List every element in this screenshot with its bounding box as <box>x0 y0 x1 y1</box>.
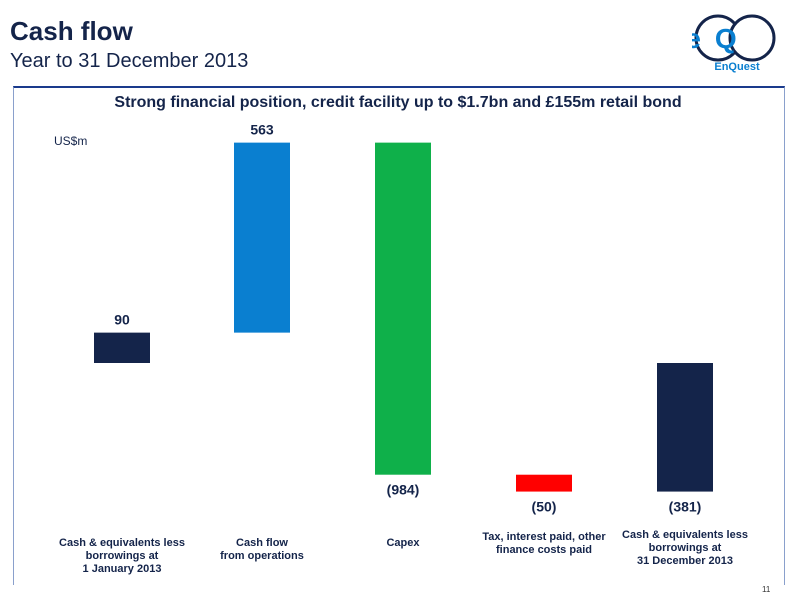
category-label-2: Cash flow from operations <box>220 537 304 562</box>
category-label-5: Cash & equivalents less borrowings at 31 D… <box>622 529 748 567</box>
bar-2 <box>234 142 290 333</box>
data-label-3: (984) <box>387 482 420 498</box>
logo-wordmark: EnQuest <box>714 61 760 73</box>
data-label-4: (50) <box>532 499 557 515</box>
y-axis-unit-label: US$m <box>54 134 88 148</box>
bar-5 <box>657 363 713 492</box>
slide-title: Cash flow <box>10 16 133 46</box>
data-label-2: 563 <box>250 122 274 138</box>
category-label-4: Tax, interest paid, other finance costs p… <box>482 531 606 556</box>
content-frame <box>13 86 785 585</box>
bar-4 <box>516 474 572 492</box>
chart-title: Strong financial position, credit facili… <box>114 94 682 111</box>
bar-1 <box>94 332 150 363</box>
enquest-logo: eQ EnQuest <box>692 14 776 73</box>
page-number: 11 <box>762 585 771 594</box>
logo-monogram-e: eQ <box>692 23 751 54</box>
category-label-3: Capex <box>386 537 420 549</box>
data-label-1: 90 <box>114 312 130 328</box>
category-label-1: Cash & equivalents less borrowings at 1 Ja… <box>59 537 185 575</box>
data-label-5: (381) <box>669 499 702 515</box>
slide-subtitle: Year to 31 December 2013 <box>10 50 249 72</box>
bar-3 <box>375 142 431 475</box>
